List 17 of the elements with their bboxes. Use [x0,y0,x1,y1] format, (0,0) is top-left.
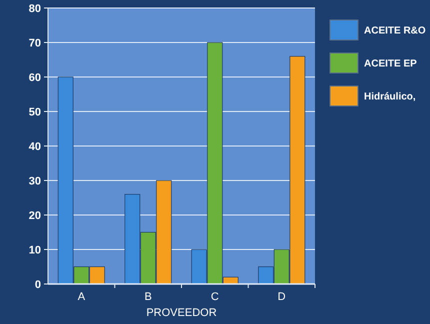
x-axis-title: PROVEEDOR [146,307,217,319]
y-tick-label: 20 [28,210,41,222]
y-tick-label: 80 [28,2,41,15]
x-tick-label: B [144,291,152,303]
y-tick-label: 70 [28,37,41,50]
y-tick-label: 10 [28,244,41,256]
x-tick-label: D [278,291,286,303]
x-tick-label: A [78,291,86,303]
x-tick-label: C [210,291,219,303]
legend-label: Hidráulico, [364,92,416,102]
legend-label: ACEITE R&O [364,26,426,36]
legend-label: ACEITE EP [364,58,418,70]
y-tick-label: 0 [34,278,41,291]
y-tick-label: 50 [28,106,41,118]
y-tick-label: 30 [28,175,41,188]
y-tick-label: 60 [28,72,41,84]
y-tick-label: 40 [28,140,41,153]
